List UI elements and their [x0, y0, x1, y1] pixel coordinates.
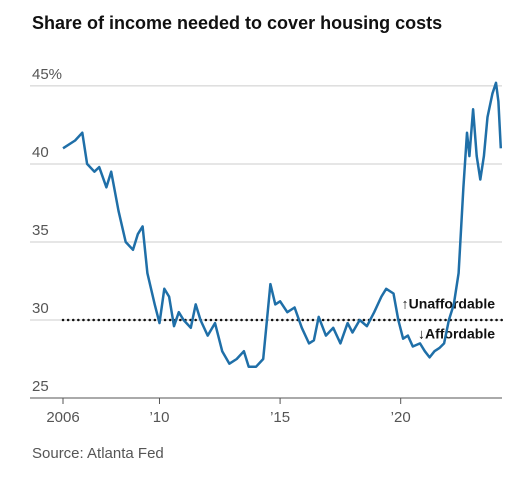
- y-tick-label: 25: [32, 378, 49, 395]
- y-tick-label: 40: [32, 144, 49, 161]
- x-tick-label: 2006: [46, 409, 79, 426]
- y-tick-label: 45%: [32, 66, 62, 83]
- y-tick-label: 30: [32, 300, 49, 317]
- annotation: ↑Unaffordable: [402, 296, 496, 312]
- annotation: ↓Affordable: [418, 326, 495, 342]
- y-tick-label: 35: [32, 222, 49, 239]
- x-tick-label: ’20: [391, 409, 411, 426]
- x-tick-label: ’15: [270, 409, 290, 426]
- source: Source: Atlanta Fed: [32, 445, 164, 462]
- chart-title: Share of income needed to cover housing …: [32, 13, 442, 33]
- data-line: [62, 81, 503, 369]
- x-tick-label: ’10: [149, 409, 169, 426]
